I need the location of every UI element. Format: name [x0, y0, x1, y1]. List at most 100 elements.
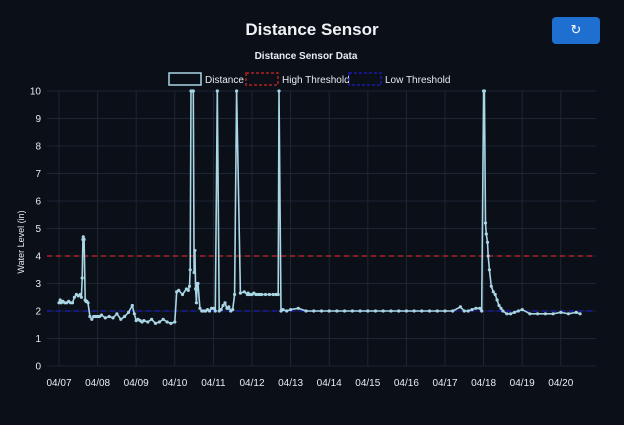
- data-point: [123, 314, 127, 319]
- data-point: [327, 309, 331, 313]
- legend-swatch-low-threshold: [348, 72, 382, 86]
- data-point: [389, 309, 393, 313]
- data-point: [470, 308, 474, 312]
- data-point: [186, 288, 190, 292]
- data-point: [435, 309, 439, 313]
- data-point: [358, 309, 362, 313]
- data-point: [196, 281, 200, 286]
- data-point: [188, 268, 192, 272]
- data-point: [192, 270, 196, 275]
- data-point: [173, 320, 177, 324]
- data-point: [80, 276, 84, 280]
- distance-chart: Distance Sensor Data Distance High Thres…: [16, 51, 596, 389]
- data-point: [304, 309, 308, 313]
- data-point: [88, 314, 92, 319]
- data-point: [343, 309, 347, 313]
- data-point: [242, 290, 246, 294]
- data-point: [495, 298, 499, 302]
- data-point: [543, 312, 548, 316]
- data-point: [512, 310, 517, 314]
- data-point: [397, 309, 401, 313]
- data-point: [198, 306, 202, 310]
- legend-swatch-distance: [168, 72, 202, 86]
- grid: [47, 90, 596, 367]
- data-point: [443, 309, 447, 313]
- legend-label-high-threshold[interactable]: High Threshold: [282, 75, 350, 86]
- data-point: [126, 310, 131, 314]
- data-point: [157, 320, 161, 324]
- data-point: [312, 309, 316, 313]
- data-point: [150, 317, 154, 321]
- chart-legend: Distance High Threshold Low Threshold: [168, 72, 450, 86]
- chart-title: Distance Sensor Data: [255, 51, 358, 62]
- legend-swatch-high-threshold: [245, 72, 279, 86]
- data-point: [289, 308, 293, 312]
- y-tick-label: 9: [35, 114, 41, 125]
- x-tick-label: 04/07: [46, 378, 71, 389]
- data-point: [412, 309, 416, 313]
- legend-label-low-threshold[interactable]: Low Threshold: [385, 75, 450, 86]
- series-distance: [57, 89, 582, 325]
- y-axis-label: Water Level (in): [16, 210, 26, 273]
- data-point: [267, 292, 271, 297]
- data-point: [462, 309, 466, 313]
- legend-label-distance[interactable]: Distance: [205, 75, 244, 86]
- data-point: [458, 305, 462, 309]
- data-point: [285, 309, 289, 313]
- data-point: [497, 303, 501, 308]
- data-point: [536, 312, 540, 316]
- data-point: [271, 292, 275, 297]
- data-point: [191, 89, 195, 93]
- y-tick-label: 0: [35, 362, 41, 373]
- x-tick-label: 04/11: [201, 378, 226, 389]
- data-point: [194, 301, 198, 305]
- data-point: [130, 303, 134, 308]
- y-tick-label: 4: [35, 252, 41, 263]
- data-point: [350, 309, 354, 313]
- refresh-icon: ↻: [570, 23, 582, 38]
- data-point: [566, 312, 571, 316]
- data-point: [296, 306, 300, 310]
- y-tick-label: 7: [35, 169, 41, 180]
- data-point: [493, 292, 497, 297]
- data-point: [86, 301, 90, 305]
- data-point: [115, 312, 119, 316]
- data-point: [194, 287, 198, 291]
- x-tick-label: 04/12: [239, 378, 264, 389]
- data-point: [551, 312, 555, 316]
- data-point: [99, 313, 104, 317]
- y-tick-label: 10: [30, 87, 42, 98]
- x-tick-label: 04/17: [432, 378, 457, 389]
- data-point: [420, 309, 424, 313]
- data-point: [233, 292, 237, 297]
- data-point: [485, 240, 490, 244]
- x-tick-label: 04/18: [471, 378, 496, 389]
- header: Distance Sensor ↻: [0, 0, 624, 60]
- data-point: [499, 306, 503, 310]
- refresh-button[interactable]: ↻: [552, 17, 600, 44]
- data-point: [153, 321, 158, 325]
- data-point: [263, 292, 268, 297]
- data-point: [486, 254, 490, 258]
- page-title: Distance Sensor: [245, 20, 379, 39]
- data-point: [277, 89, 281, 93]
- x-tick-label: 04/09: [124, 378, 149, 389]
- x-axis: 04/07 04/08 04/09 04/10 04/11 04/12 04/13 04/14…: [46, 378, 573, 389]
- y-tick-label: 2: [35, 307, 41, 318]
- x-tick-label: 04/20: [548, 378, 573, 389]
- data-point: [227, 305, 231, 309]
- x-tick-label: 04/08: [85, 378, 110, 389]
- data-point: [78, 292, 82, 297]
- data-point: [119, 317, 123, 321]
- data-point: [466, 309, 470, 313]
- y-axis: 0 1 2 3 4 5 6 7 8 9 10: [30, 87, 42, 373]
- chart-container: Distance Sensor Data Distance High Thres…: [0, 44, 624, 420]
- data-point: [489, 284, 493, 288]
- data-point: [428, 309, 432, 313]
- data-point: [281, 308, 285, 312]
- data-point: [366, 309, 370, 313]
- y-tick-label: 8: [35, 142, 41, 153]
- data-point: [260, 292, 264, 297]
- data-point: [574, 310, 578, 314]
- data-point: [223, 301, 227, 305]
